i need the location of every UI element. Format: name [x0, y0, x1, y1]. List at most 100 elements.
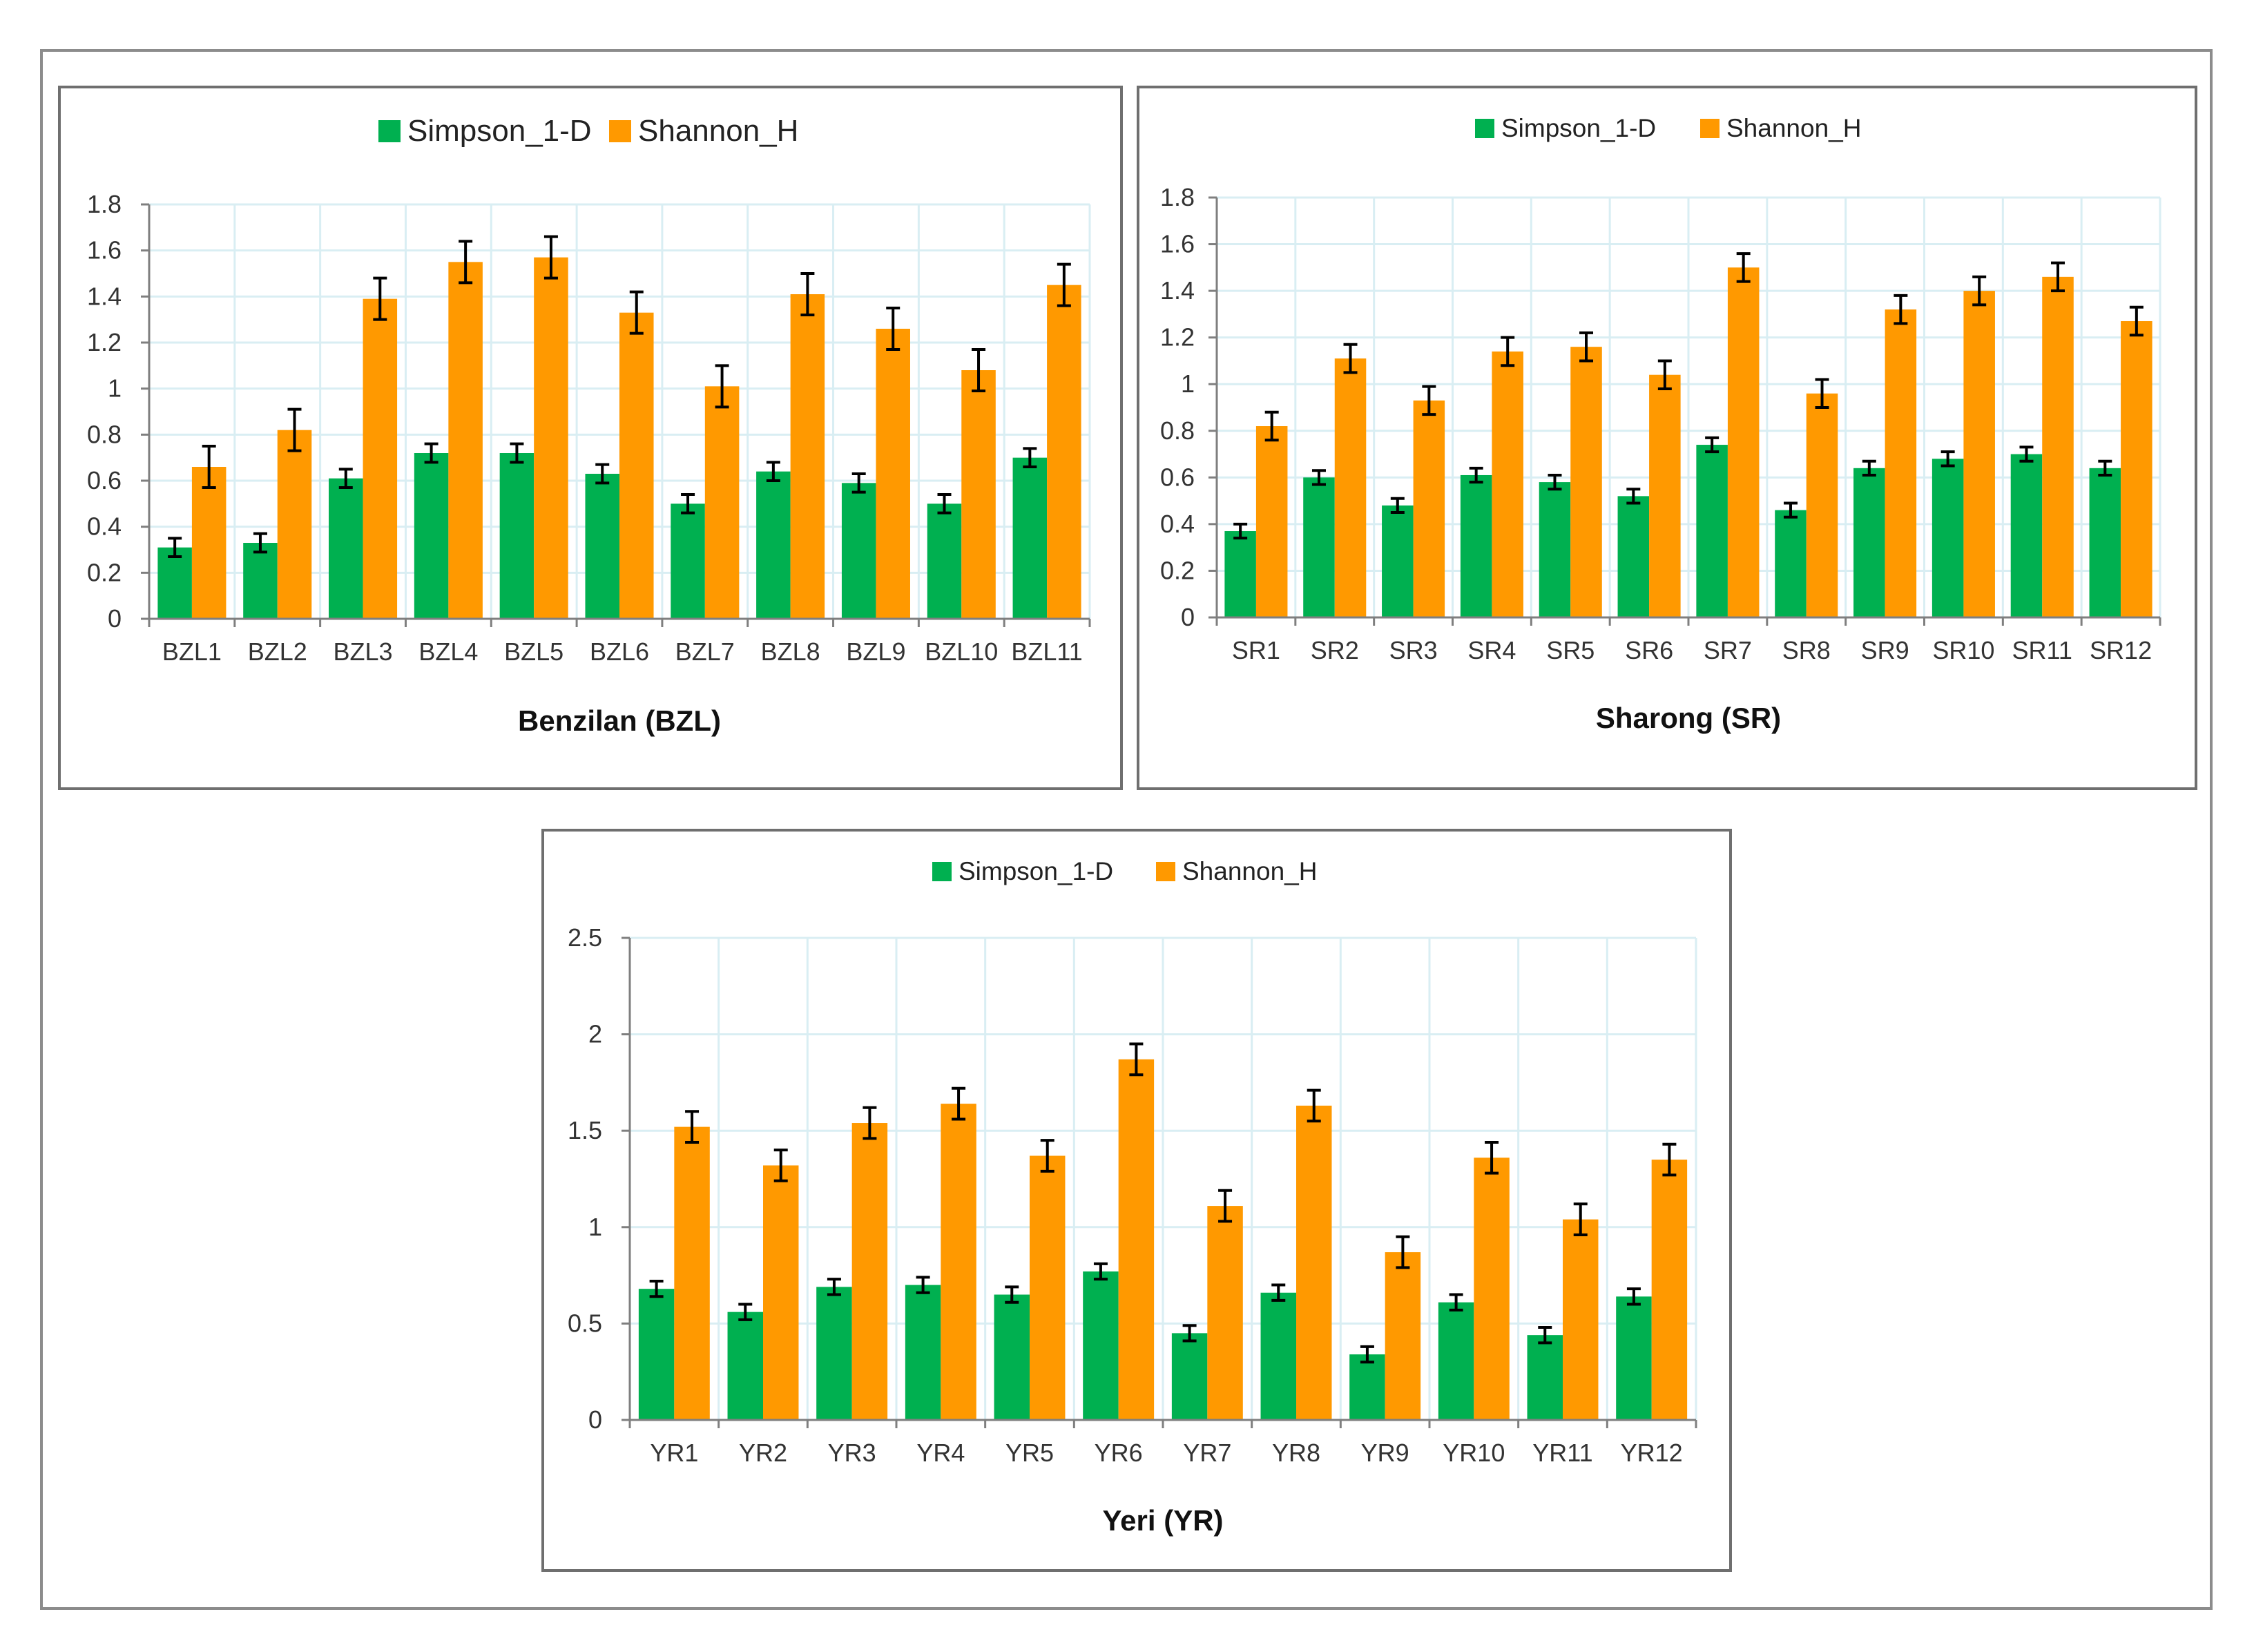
- error-bar: [1662, 1142, 1677, 1177]
- bar-shannon-sr10: [1963, 291, 1995, 617]
- y-tick-label: 1.6: [1160, 230, 1195, 258]
- x-axis-title: Yeri (YR): [1102, 1504, 1223, 1537]
- bar-shannon-sr7: [1727, 267, 1760, 617]
- error-bar: [2051, 261, 2065, 293]
- y-tick-label: 0.4: [1160, 510, 1195, 538]
- error-bar: [1396, 1235, 1410, 1269]
- bar-shannon-yr8: [1296, 1105, 1332, 1420]
- bar-shannon-sr3: [1413, 400, 1445, 617]
- error-bar: [1736, 252, 1751, 283]
- bar-shannon-sr5: [1570, 347, 1602, 617]
- error-bar: [1264, 410, 1279, 442]
- x-tick-label: YR12: [1621, 1439, 1683, 1467]
- x-tick-label: YR9: [1361, 1439, 1409, 1467]
- bar-simpson-bzl2: [243, 543, 278, 619]
- bar-shannon-sr12: [2121, 321, 2152, 617]
- chart-panel-yeri: 0 0.5 1 1.5 2 2.5 YR1 YR2 YR3 YR4 YR5 YR6 YR7 YR8 YR9 Y…: [541, 829, 1732, 1572]
- x-tick-label: SR6: [1625, 636, 1673, 664]
- error-bar: [1093, 1262, 1108, 1281]
- error-bar: [338, 468, 353, 489]
- error-bar: [1182, 1324, 1197, 1343]
- bars: [1224, 252, 2152, 617]
- error-bar: [773, 1149, 788, 1182]
- x-tick-label: YR10: [1443, 1439, 1505, 1467]
- y-tick-label: 1.8: [1160, 183, 1195, 211]
- error-bar: [373, 276, 387, 321]
- legend-swatch-simpson: [932, 862, 952, 881]
- y-tick-label: 0.2: [87, 558, 122, 586]
- error-bar: [1023, 447, 1037, 468]
- y-tick-label: 0.2: [1160, 556, 1195, 584]
- y-tick-label: 2.5: [568, 923, 602, 952]
- bar-shannon-bzl4: [448, 262, 483, 619]
- error-bar: [287, 407, 302, 452]
- bars: [157, 235, 1081, 619]
- error-bar: [1626, 488, 1641, 505]
- y-tick-label: 1.4: [1160, 276, 1195, 305]
- error-bar: [1501, 336, 1515, 367]
- bar-shannon-yr11: [1563, 1219, 1599, 1420]
- y-tick-label: 0.6: [87, 466, 122, 494]
- bar-simpson-bzl1: [157, 547, 192, 619]
- x-axis-title: Sharong (SR): [1596, 702, 1781, 734]
- bar-shannon-bzl1: [191, 467, 227, 619]
- error-bar: [738, 1303, 753, 1321]
- y-tick-label: 0.6: [1160, 463, 1195, 491]
- x-tick-label: BZL4: [418, 637, 478, 666]
- bar-simpson-yr4: [905, 1285, 941, 1420]
- x-tick-label: SR9: [1861, 636, 1909, 664]
- bar-shannon-yr1: [674, 1126, 710, 1420]
- bar-simpson-bzl6: [585, 474, 619, 619]
- bar-shannon-yr4: [941, 1104, 976, 1420]
- x-tick-label: BZL8: [761, 637, 820, 666]
- x-tick-label: BZL5: [504, 637, 564, 666]
- legend-label-simpson: Simpson_1-D: [407, 114, 592, 148]
- chart-panel-sharong: 0 0.2 0.4 0.6 0.8 1 1.2 1.4 1.6 1.8 SR1 SR2 SR3 SR4 SR…: [1137, 86, 2197, 790]
- bar-shannon-bzl11: [1047, 285, 1081, 619]
- y-axis: 0 0.2 0.4 0.6 0.8 1 1.2 1.4 1.6 1.8: [87, 190, 151, 633]
- y-tick-label: 1.2: [1160, 323, 1195, 352]
- y-tick-label: 1: [588, 1213, 602, 1241]
- bar-simpson-sr6: [1617, 496, 1650, 617]
- error-bar: [459, 240, 473, 285]
- x-tick-label: YR11: [1532, 1439, 1592, 1467]
- x-tick-label: YR8: [1272, 1439, 1320, 1467]
- bar-shannon-bzl2: [277, 430, 312, 619]
- error-bar: [1579, 331, 1594, 363]
- error-bar: [1862, 459, 1876, 477]
- error-bar: [1271, 1283, 1286, 1302]
- x-tick-label: BZL9: [846, 637, 905, 666]
- legend: Simpson_1-D Shannon_H: [1475, 114, 1861, 142]
- bar-simpson-sr10: [1932, 459, 1964, 617]
- legend-swatch-shannon: [1156, 862, 1175, 881]
- error-bar: [1360, 1345, 1374, 1364]
- y-tick-label: 0.4: [87, 512, 122, 541]
- x-tick-label: SR2: [1311, 636, 1359, 664]
- bar-simpson-bzl8: [756, 471, 791, 619]
- y-axis: 0 0.2 0.4 0.6 0.8 1 1.2 1.4 1.6 1.8: [1160, 183, 1218, 631]
- bar-simpson-yr5: [994, 1294, 1030, 1420]
- bar-simpson-sr2: [1303, 477, 1335, 617]
- legend: Simpson_1-D Shannon_H: [932, 857, 1317, 885]
- legend: Simpson_1-D Shannon_H: [378, 114, 798, 148]
- y-tick-label: 1.6: [87, 236, 122, 265]
- error-bar: [937, 493, 952, 515]
- bar-simpson-bzl5: [499, 453, 534, 619]
- error-bar: [1390, 497, 1405, 514]
- x-tick-label: YR6: [1095, 1439, 1143, 1467]
- legend-label-simpson: Simpson_1-D: [1501, 114, 1656, 142]
- bar-simpson-sr1: [1224, 531, 1256, 617]
- x-tick-label: BZL1: [162, 637, 222, 666]
- bar-simpson-sr12: [2089, 468, 2121, 617]
- error-bar: [1573, 1202, 1588, 1236]
- bar-shannon-yr6: [1118, 1059, 1155, 1420]
- y-tick-label: 0.5: [568, 1309, 602, 1337]
- error-bar: [1815, 378, 1829, 409]
- error-bar: [1307, 1088, 1321, 1123]
- x-tick-label: BZL7: [675, 637, 735, 666]
- bars: [638, 1042, 1688, 1420]
- bar-shannon-yr12: [1651, 1160, 1688, 1420]
- x-tick-label: SR4: [1467, 636, 1516, 664]
- bar-simpson-sr9: [1853, 468, 1885, 617]
